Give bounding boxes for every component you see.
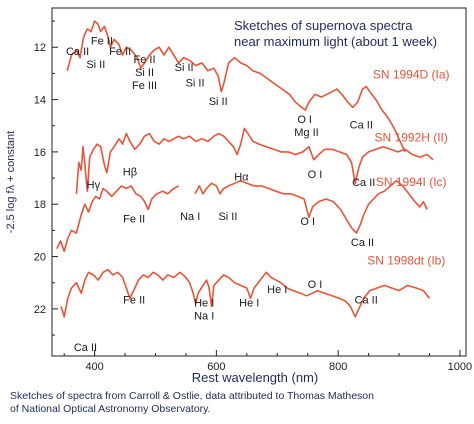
caption-line-2: of National Optical Astronomy Observator… xyxy=(10,403,211,415)
axis-ticks: 400 600 800 1000 12 14 16 18 20 22 xyxy=(34,20,472,373)
spectrum-line-2 xyxy=(75,127,434,194)
spectral-line-label: Si II xyxy=(209,96,228,108)
spectral-line-label: He I xyxy=(194,297,214,309)
spectral-line-label: Ca II xyxy=(74,342,97,354)
spectral-line-label: Ca II xyxy=(352,177,375,189)
spectra-curves xyxy=(56,20,434,318)
spectral-line-label: Ca II xyxy=(350,119,373,131)
y-tick-label: 18 xyxy=(34,199,46,211)
spectral-line-label: Fe II xyxy=(134,54,156,66)
spectral-line-label: Si II xyxy=(218,211,237,223)
spectrum-line-3 xyxy=(194,179,428,234)
spectral-line-label: He I xyxy=(239,297,259,309)
spectral-line-label: Si II xyxy=(135,67,154,79)
spectral-line-label: Fe II xyxy=(109,46,131,58)
y-tick-label: 22 xyxy=(34,304,46,316)
spectrum-line-1 xyxy=(66,20,406,153)
spectral-line-label: O I xyxy=(300,216,315,228)
spectral-line-label: Si II xyxy=(175,62,194,74)
spectral-line-label: Hα xyxy=(234,172,249,184)
spectral-line-label: O I xyxy=(308,279,323,291)
y-axis-label: -2.5 log fλ + constant xyxy=(5,131,17,233)
caption-line-1: Sketches of spectra from Carroll & Ostli… xyxy=(10,390,374,402)
y-tick-label: 16 xyxy=(34,147,46,159)
x-tick-label: 600 xyxy=(207,361,225,373)
chart-title-line-1: Sketches of supernova spectra xyxy=(234,18,413,33)
series-label: SN 1992H (II) xyxy=(375,130,448,144)
series-label: SN 1994I (Ic) xyxy=(376,175,447,189)
spectral-line-label: Hβ xyxy=(123,166,137,178)
spectral-line-label: Fe II xyxy=(123,295,145,307)
series-label: SN 1998dt (Ib) xyxy=(367,253,445,267)
spectral-line-label: Hγ xyxy=(87,180,101,192)
x-axis-label: Rest wavelength (nm) xyxy=(192,370,318,385)
spectrum-line-3 xyxy=(56,185,179,253)
y-tick-label: 14 xyxy=(34,95,46,107)
spectral-line-label: O I xyxy=(308,169,323,181)
figure-caption: Sketches of spectra from Carroll & Ostli… xyxy=(10,390,450,416)
spectral-line-label: Na I xyxy=(194,310,214,322)
series-labels: SN 1994D (Ia) SN 1992H (II) SN 1994I (Ic) S… xyxy=(367,68,449,268)
spectral-line-label: Fe II xyxy=(123,214,145,226)
spectrum-line-4 xyxy=(60,268,431,318)
spectral-line-label: Ca II xyxy=(66,46,89,58)
spectral-line-label: Mg II xyxy=(294,127,318,139)
x-tick-label: 800 xyxy=(329,361,347,373)
spectral-line-label: Fe III xyxy=(132,80,157,92)
chart-title-line-2: near maximum light (about 1 week) xyxy=(234,34,437,49)
spectral-line-label: Si II xyxy=(86,59,105,71)
x-tick-label: 400 xyxy=(85,361,103,373)
spectral-line-label: He I xyxy=(267,284,287,296)
x-tick-label: 1000 xyxy=(448,361,472,373)
spectral-line-label: Ca II xyxy=(351,237,374,249)
spectral-line-label: Si II xyxy=(186,77,205,89)
plot-frame xyxy=(51,7,467,357)
y-tick-label: 12 xyxy=(34,42,46,54)
spectral-line-label: Na I xyxy=(180,211,200,223)
series-label: SN 1994D (Ia) xyxy=(373,68,450,82)
spectral-line-label: Fe II xyxy=(91,36,113,48)
spectral-line-label: O I xyxy=(297,114,312,126)
spectral-line-label: Ca II xyxy=(355,295,378,307)
y-tick-label: 20 xyxy=(34,252,46,264)
